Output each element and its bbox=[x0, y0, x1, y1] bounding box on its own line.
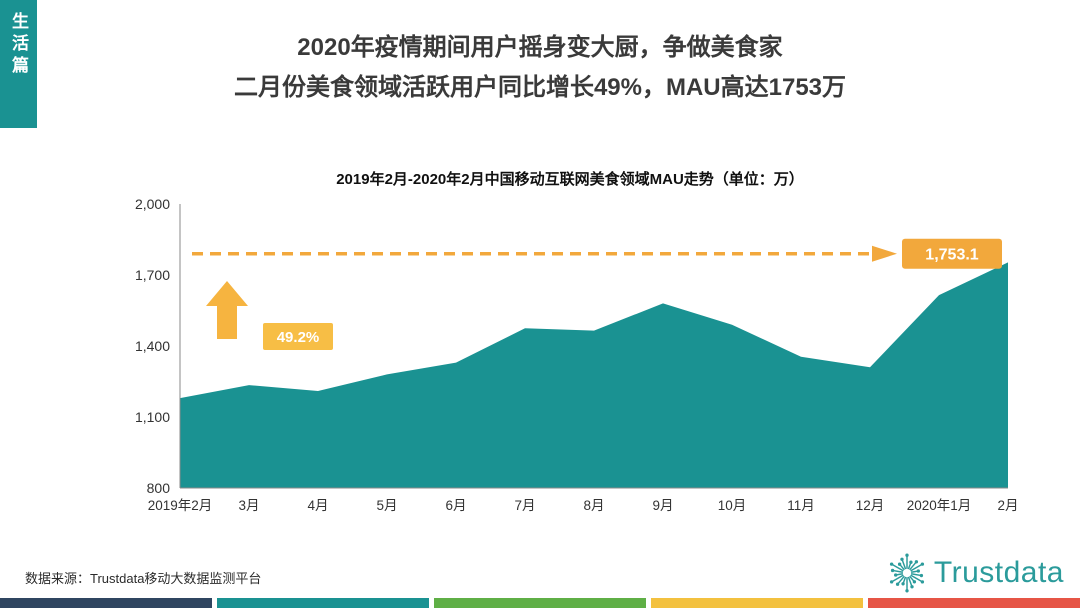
dashed-line-arrowhead bbox=[872, 245, 897, 262]
area-series bbox=[180, 262, 1008, 488]
x-tick-label: 12月 bbox=[856, 498, 885, 513]
footer-strip-segment bbox=[651, 598, 863, 608]
x-tick-label: 11月 bbox=[787, 498, 815, 513]
mau-area-chart-svg: 800 1,100 1,400 1,700 2,000 2019年2月 3月 4月 5月 6月 7月… bbox=[135, 196, 1019, 513]
x-tick-label: 2020年1月 bbox=[907, 498, 972, 513]
footer-color-strip bbox=[0, 598, 1080, 608]
growth-badge-label: 49.2% bbox=[277, 329, 320, 346]
y-tick-label: 1,700 bbox=[135, 267, 170, 283]
title-line-2: 二月份美食领域活跃用户同比增长49%，MAU高达1753万 bbox=[233, 74, 847, 101]
slide-title: 2020年疫情期间用户摇身变大厨，争做美食家 二月份美食领域活跃用户同比增长49… bbox=[40, 28, 1040, 108]
data-source: 数据来源：Trustdata移动大数据监测平台 bbox=[25, 571, 262, 586]
chart-title: 2019年2月-2020年2月中国移动互联网美食领域MAU走势（单位：万） bbox=[336, 171, 804, 188]
growth-badge bbox=[263, 323, 333, 350]
trustdata-logo: Trustdata bbox=[884, 550, 1064, 596]
x-tick-label: 3月 bbox=[238, 498, 259, 513]
y-tick-label: 800 bbox=[147, 480, 171, 496]
side-tab-label: 生活篇 bbox=[9, 12, 28, 78]
x-tick-label: 6月 bbox=[445, 498, 466, 513]
x-tick-label: 9月 bbox=[652, 498, 673, 513]
x-tick-label: 2019年2月 bbox=[148, 498, 213, 513]
trustdata-burst-icon bbox=[889, 553, 924, 593]
x-tick-label: 10月 bbox=[718, 498, 747, 513]
y-tick-label: 2,000 bbox=[135, 196, 170, 212]
growth-up-arrow bbox=[206, 281, 248, 339]
x-tick-label: 4月 bbox=[307, 498, 328, 513]
footer-strip-segment bbox=[217, 598, 429, 608]
footer-strip-segment bbox=[868, 598, 1080, 608]
y-tick-label: 1,100 bbox=[135, 409, 170, 425]
mau-area-chart: 800 1,100 1,400 1,700 2,000 2019年2月 3月 4月 5月 6月 7月… bbox=[120, 196, 1020, 526]
footer-strip-segment bbox=[0, 598, 212, 608]
y-tick-label: 1,400 bbox=[135, 338, 170, 354]
x-tick-label: 5月 bbox=[376, 498, 397, 513]
x-tick-label: 8月 bbox=[583, 498, 604, 513]
peak-badge-label: 1,753.1 bbox=[925, 247, 978, 264]
footer-strip-segment bbox=[434, 598, 646, 608]
x-tick-label: 7月 bbox=[514, 498, 535, 513]
x-tick-label: 2月 bbox=[997, 498, 1018, 513]
peak-badge bbox=[902, 238, 1002, 269]
side-tab-life: 生活篇 bbox=[0, 0, 37, 128]
title-line-1: 2020年疫情期间用户摇身变大厨，争做美食家 bbox=[297, 34, 783, 61]
trustdata-logo-text: Trustdata bbox=[933, 556, 1064, 589]
